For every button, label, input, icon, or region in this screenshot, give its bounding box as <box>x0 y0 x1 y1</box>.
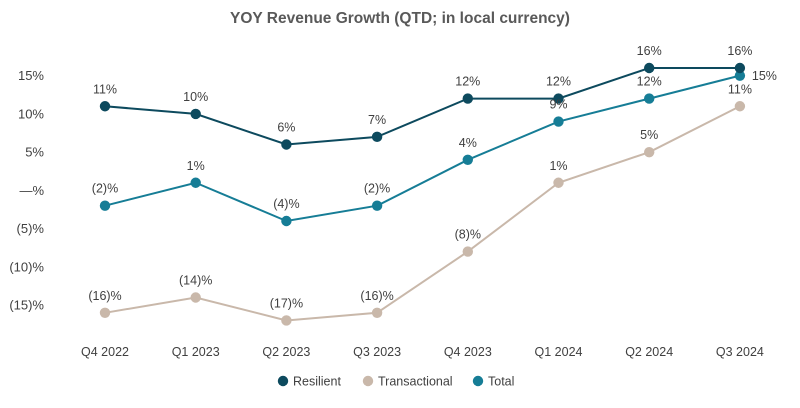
data-point-transactional <box>644 146 655 158</box>
data-label-total: 15% <box>752 69 777 83</box>
data-labels: 11% 10% 6% 7% 12% 12% 16% 16% (16)% (14)% (17)% (16… <box>88 44 777 310</box>
data-point-resilient <box>99 101 111 112</box>
data-label-total: 12% <box>637 75 662 89</box>
y-tick-label: (5)% <box>17 221 45 236</box>
data-label-total: (2)% <box>364 182 390 196</box>
y-tick-label: 5% <box>25 145 44 160</box>
legend-item-resilient: Resilient <box>277 375 341 389</box>
y-tick-label: 10% <box>18 106 44 121</box>
series-line-transactional <box>104 105 741 322</box>
data-label-transactional: 11% <box>728 82 752 96</box>
y-tick-label: (15)% <box>9 298 44 313</box>
data-label-resilient: 7% <box>368 113 386 127</box>
data-point-resilient <box>281 139 292 150</box>
data-point-transactional <box>190 292 201 303</box>
x-tick-label: Q1 2024 <box>535 345 583 359</box>
data-point-total <box>371 200 383 211</box>
legend-marker <box>277 375 289 387</box>
data-label-transactional: (16)% <box>88 289 121 303</box>
data-label-transactional: 1% <box>549 159 567 173</box>
data-label-total: 1% <box>187 159 205 173</box>
legend-label: Resilient <box>293 375 341 389</box>
x-tick-label: Q2 2024 <box>625 345 673 359</box>
data-label-transactional: (14)% <box>179 274 212 288</box>
data-label-resilient: 10% <box>183 90 208 104</box>
data-point-resilient <box>462 93 473 104</box>
data-label-total: 9% <box>549 98 567 112</box>
x-axis-ticks: Q4 2022 Q1 2023 Q2 2023 Q3 2023 Q4 2023 Q1 20… <box>81 345 764 359</box>
y-axis-ticks: 15% 10% 5% —% (5)% (10)% (15)% <box>9 68 45 313</box>
chart-title: YOY Revenue Growth (QTD; in local curren… <box>230 10 570 27</box>
data-label-transactional: (16)% <box>360 289 393 303</box>
data-point-transactional <box>553 177 564 188</box>
data-point-transactional <box>371 307 383 318</box>
x-tick-label: Q1 2023 <box>172 345 220 359</box>
series-line-resilient <box>104 67 740 146</box>
data-label-resilient: 12% <box>546 75 571 89</box>
x-tick-label: Q4 2023 <box>444 345 492 359</box>
data-label-transactional: 5% <box>640 128 658 142</box>
data-point-total <box>553 116 564 127</box>
legend-marker <box>362 375 374 387</box>
data-point-total <box>190 177 201 188</box>
data-point-total <box>644 93 655 104</box>
legend-marker <box>472 375 484 387</box>
data-point-resilient <box>190 108 201 120</box>
y-tick-label: 15% <box>18 68 44 83</box>
data-point-transactional <box>281 315 292 326</box>
data-label-total: (4)% <box>273 197 299 211</box>
data-label-transactional: (8)% <box>455 228 481 242</box>
legend: Resilient Transactional Total <box>277 375 514 389</box>
data-point-transactional <box>462 246 473 257</box>
data-point-resilient <box>734 62 746 74</box>
data-label-resilient: 6% <box>277 121 295 135</box>
x-tick-label: Q3 2024 <box>716 345 764 359</box>
data-label-resilient: 11% <box>93 82 117 96</box>
data-point-transactional <box>99 307 111 318</box>
legend-label: Total <box>488 375 514 389</box>
data-label-resilient: 12% <box>455 75 480 89</box>
legend-item-total: Total <box>472 375 514 389</box>
x-tick-label: Q3 2023 <box>353 345 401 359</box>
legend-item-transactional: Transactional <box>362 375 453 389</box>
data-point-total <box>734 70 746 81</box>
x-tick-label: Q4 2022 <box>81 345 129 359</box>
y-tick-label: —% <box>19 183 44 198</box>
data-point-transactional <box>734 101 746 112</box>
series-line-total <box>104 74 741 223</box>
data-point-resilient <box>553 93 564 104</box>
data-label-transactional: (17)% <box>270 296 303 310</box>
data-label-total: 4% <box>459 136 477 150</box>
data-point-total <box>99 200 111 211</box>
data-point-total <box>281 215 292 227</box>
data-point-resilient <box>644 62 655 74</box>
data-point-resilient <box>371 131 383 143</box>
data-point-total <box>462 154 473 165</box>
data-label-total: (2)% <box>92 182 118 196</box>
x-tick-label: Q2 2023 <box>262 345 310 359</box>
series-lines <box>99 62 746 326</box>
legend-label: Transactional <box>378 375 453 389</box>
data-label-resilient: 16% <box>637 44 662 58</box>
y-tick-label: (10)% <box>9 259 44 274</box>
data-label-resilient: 16% <box>727 44 752 58</box>
